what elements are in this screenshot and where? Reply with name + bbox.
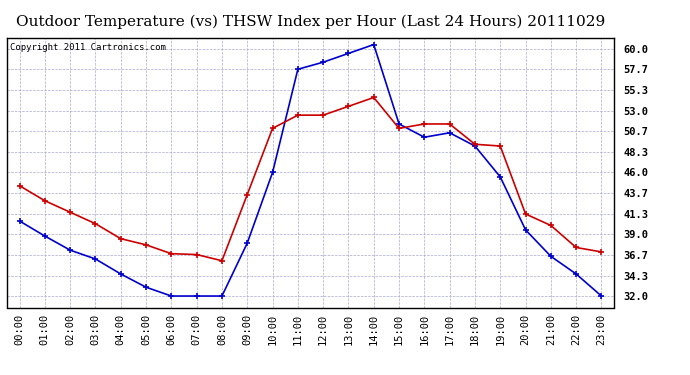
Text: Outdoor Temperature (vs) THSW Index per Hour (Last 24 Hours) 20111029: Outdoor Temperature (vs) THSW Index per … xyxy=(16,15,605,29)
Text: Copyright 2011 Cartronics.com: Copyright 2011 Cartronics.com xyxy=(10,43,166,52)
